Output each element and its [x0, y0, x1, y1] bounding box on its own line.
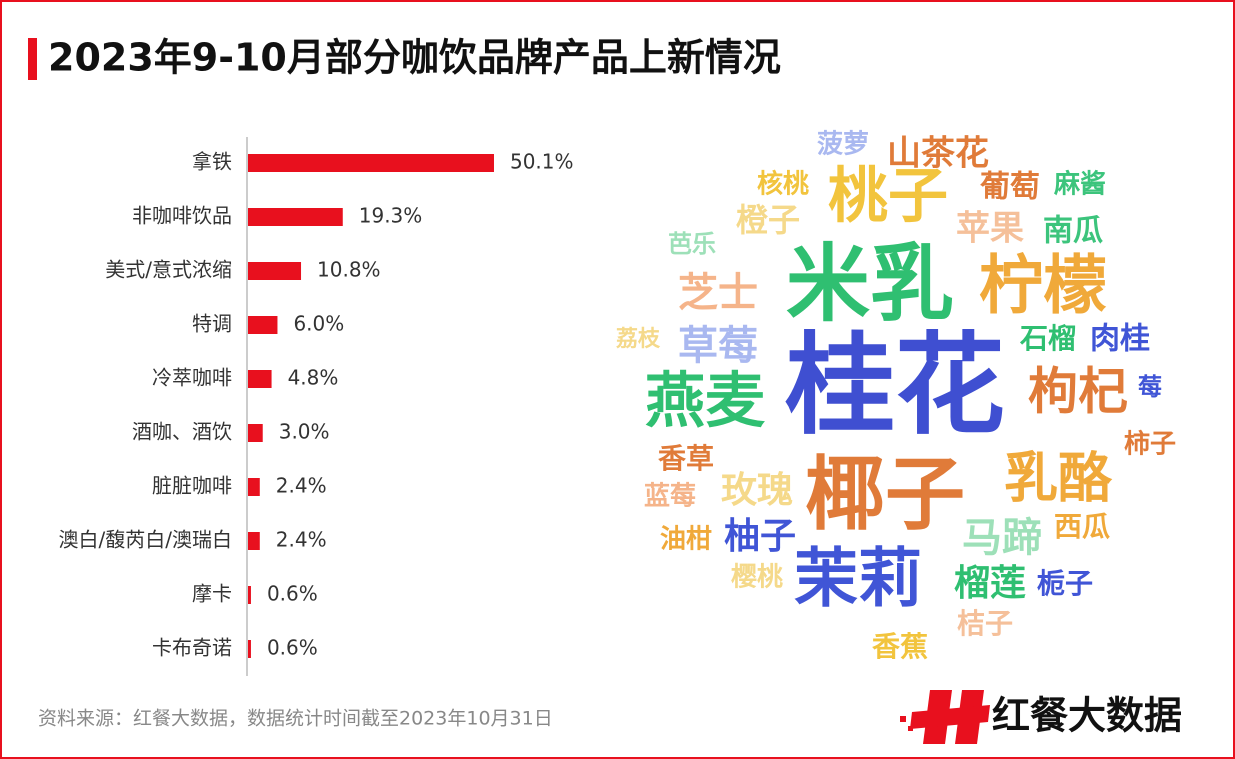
word: 乳酪: [1004, 447, 1113, 510]
word: 柚子: [724, 516, 796, 557]
bar: [248, 640, 251, 658]
value-label: 0.6%: [267, 636, 318, 660]
word: 燕麦: [645, 367, 765, 437]
value-label: 6.0%: [293, 312, 344, 336]
y-tick-label: 美式/意式浓缩: [105, 258, 232, 282]
value-label: 2.4%: [276, 528, 327, 552]
value-label: 4.8%: [288, 366, 339, 390]
bar: [248, 262, 302, 280]
word: 椰子: [805, 448, 965, 541]
word: 肉桂: [1090, 322, 1150, 357]
bar: [248, 370, 272, 388]
word: 南瓜: [1043, 214, 1103, 249]
title-accent: [28, 38, 37, 80]
word: 马蹄: [962, 515, 1042, 561]
word: 香蕉: [872, 630, 928, 663]
word: 桃子: [828, 162, 948, 232]
bar: [248, 208, 343, 226]
y-tick-label: 冷萃咖啡: [152, 366, 232, 390]
bar: [248, 424, 263, 442]
word: 玫瑰: [721, 470, 793, 511]
word: 莓: [1138, 373, 1162, 401]
y-tick-label: 拿铁: [192, 150, 232, 174]
y-tick-label: 非咖啡饮品: [132, 204, 232, 228]
y-tick-label: 脏脏咖啡: [152, 474, 232, 498]
word: 荔枝: [616, 327, 661, 352]
word: 米乳: [786, 235, 954, 333]
word: 草莓: [678, 323, 758, 369]
word: 榴莲: [954, 563, 1026, 604]
word: 麻酱: [1053, 169, 1106, 200]
value-label: 0.6%: [267, 582, 318, 606]
value-label: 10.8%: [317, 258, 381, 282]
word: 柿子: [1124, 429, 1176, 460]
word: 葡萄: [980, 170, 1040, 205]
y-tick-label: 酒咖、酒饮: [132, 420, 232, 444]
bar: [248, 154, 494, 172]
word: 桂花: [785, 321, 1005, 449]
bar: [248, 586, 251, 604]
word: 西瓜: [1054, 510, 1110, 543]
word: 石榴: [1019, 322, 1076, 355]
word: 柠檬: [979, 250, 1107, 324]
word: 茉莉: [794, 543, 922, 617]
bar: [248, 316, 278, 334]
y-tick-label: 摩卡: [192, 582, 232, 606]
word: 桔子: [957, 607, 1013, 640]
y-tick-label: 特调: [192, 312, 232, 336]
value-label: 19.3%: [359, 204, 423, 228]
value-label: 2.4%: [276, 474, 327, 498]
source: 资料来源：红餐大数据，数据统计时间截至2023年10月31日: [38, 708, 553, 730]
word: 蓝莓: [644, 482, 696, 512]
word: 樱桃: [731, 563, 783, 593]
word: 山茶花: [887, 134, 989, 174]
title: 2023年9-10月部分咖饮品牌产品上新情况: [48, 36, 781, 80]
word: 芝士: [678, 270, 758, 316]
word: 橙子: [736, 201, 800, 239]
logo-icon: [900, 690, 990, 744]
value-label: 50.1%: [510, 150, 574, 174]
word: 枸杞: [1028, 363, 1128, 421]
bar: [248, 532, 260, 550]
word: 菠萝: [817, 130, 869, 160]
y-tick-label: 澳白/馥芮白/澳瑞白: [59, 528, 232, 552]
word: 苹果: [956, 209, 1024, 249]
word: 芭乐: [668, 230, 716, 258]
word: 栀子: [1037, 567, 1093, 600]
word: 油柑: [660, 525, 712, 555]
bar: [248, 478, 260, 496]
value-label: 3.0%: [279, 420, 330, 444]
logo-text: 红餐大数据: [992, 694, 1182, 738]
y-tick-label: 卡布奇诺: [152, 636, 232, 660]
word: 香草: [658, 442, 714, 475]
word: 核桃: [757, 169, 809, 200]
